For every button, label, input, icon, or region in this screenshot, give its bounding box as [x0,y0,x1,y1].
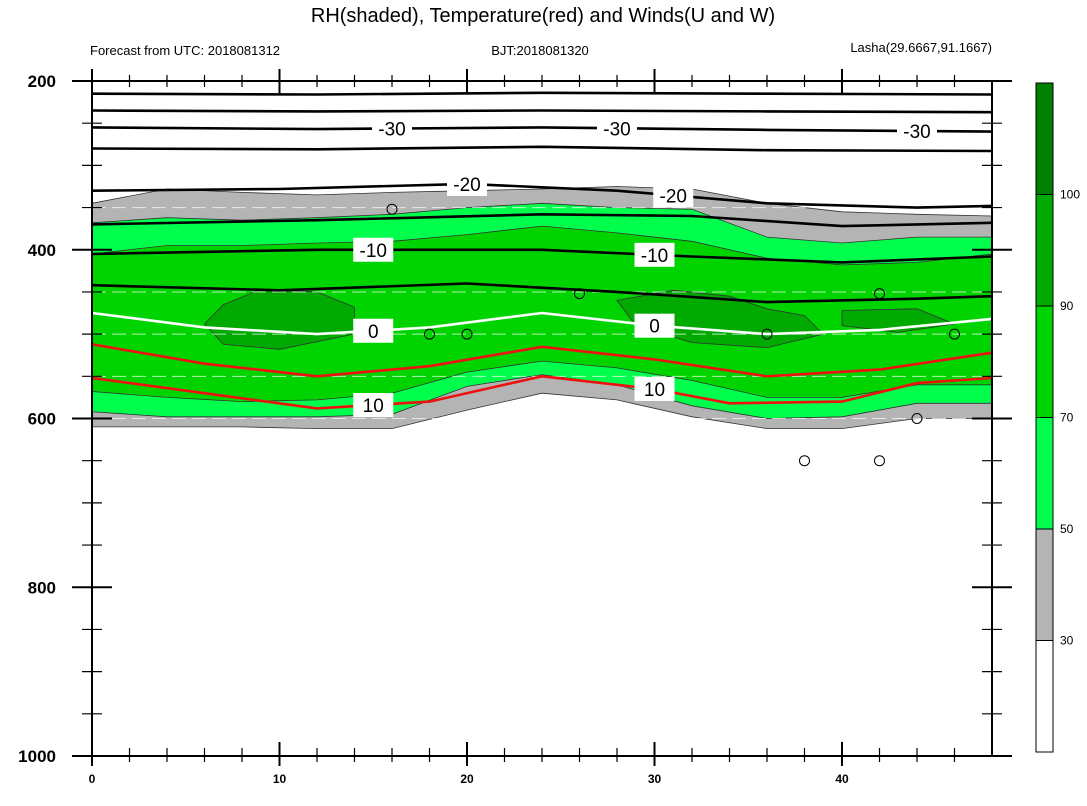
contour-label: -10 [360,241,387,262]
contour-label: 10 [644,380,665,401]
contour-label-background [597,116,637,141]
station-label: Lasha(29.6667,91.1667) [850,40,992,55]
contour-label-background [634,313,675,338]
wind-calm-circle [874,288,885,300]
colorbar-segment [1035,640,1054,753]
contour-label-background [353,237,394,262]
temperature-contour [91,212,993,228]
temperature-contour [91,311,993,336]
colorbar-segment [1035,194,1054,307]
contour-label-background [634,376,675,401]
wind-calm-circle [874,455,885,467]
contour-label: -20 [660,186,687,207]
wind-calm-circle [461,328,473,340]
contour-label: -30 [378,120,405,141]
contour-label: 0 [368,322,379,343]
x-tick-label: 10 [273,772,287,786]
temperature-contour [91,109,993,114]
colorbar: 30 50 70 90 100 [1035,82,1080,753]
contour-label-background [653,183,694,208]
x-tick-label: 40 [835,772,849,786]
y-tick-label: 600 [28,410,56,429]
y-tick-label: 200 [28,72,56,91]
contour-label: -20 [453,175,480,196]
contour-label: 0 [649,317,660,338]
contour-label: -10 [641,246,668,267]
chart-title: RH(shaded), Temperature(red) and Winds(U… [311,5,775,27]
colorbar-label: 50 [1060,522,1074,536]
y-tick-label: 800 [28,578,56,597]
wind-calm-circle [949,328,960,340]
wind-calm-circle [761,328,773,340]
contour-label: 10 [363,396,384,417]
colorbar-label: 100 [1060,188,1080,202]
wind-calm-circle [424,328,435,340]
temperature-contour [91,182,993,209]
contour-label-background [447,171,487,196]
contour-label-background [353,393,394,417]
temperature-contour [91,145,993,153]
contour-label-background [353,318,394,343]
x-tick-label: 30 [648,772,662,786]
wind-calm-circle [911,413,923,424]
temperature-contour [91,343,993,378]
temperature-contour [91,91,993,96]
temperature-contour [91,282,993,304]
colorbar-label: 30 [1060,634,1074,648]
contour-label-background [372,116,412,141]
contour-label: -30 [603,119,630,140]
temperature-contour [91,126,993,133]
wind-calm-circle [386,203,398,215]
colorbar-segment [1035,305,1054,418]
y-tick-label: 400 [28,241,56,260]
contour-label-background [897,119,937,144]
colorbar-segment [1035,82,1054,195]
x-tick-label: 20 [460,772,474,786]
colorbar-label: 90 [1060,299,1074,313]
colorbar-label: 70 [1060,411,1074,425]
colorbar-segment [1035,528,1054,641]
plot-area: -30 -30 -30 -20 -20 -10 -10 0 0 10 10 [91,81,993,756]
temperature-contour [91,248,993,264]
contour-label: -30 [903,122,930,143]
y-tick-label: 1000 [18,747,56,766]
colorbar-segment [1035,417,1054,530]
wind-calm-circle [799,455,810,467]
contour-label-background [634,242,675,267]
wind-calm-circle [574,288,585,300]
x-tick-label: 0 [89,772,96,786]
temperature-contour [91,374,993,410]
bjt-time-label: BJT:2018081320 [491,43,589,58]
forecast-time-label: Forecast from UTC: 2018081312 [90,43,280,58]
